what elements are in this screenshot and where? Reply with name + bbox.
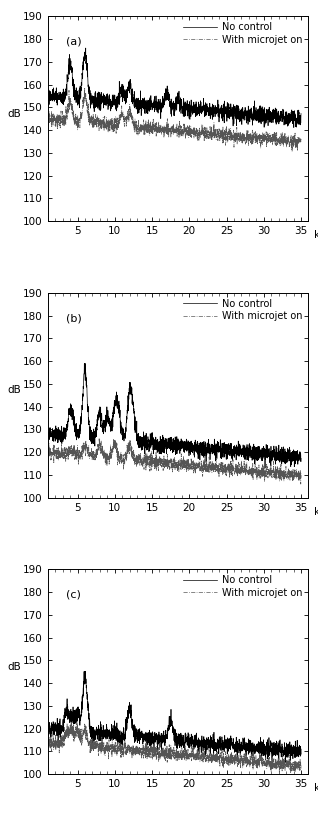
No control [83,667,86,676]
With microjet on [290,147,294,156]
No control [162,90,166,100]
Line: With microjet on: With microjet on [48,88,301,152]
No control [283,757,287,767]
No control [83,359,86,368]
With microjet on [299,479,303,489]
Line: No control: No control [48,672,301,762]
With microjet on [74,717,78,727]
No control [169,704,173,714]
Y-axis label: dB: dB [7,385,21,395]
No control [292,456,296,465]
With microjet on [292,472,296,482]
Text: (c): (c) [66,590,81,600]
With microjet on [299,473,303,482]
With microjet on [245,752,249,762]
Text: kHz: kHz [314,231,318,240]
With microjet on [162,126,166,135]
With microjet on [98,434,101,443]
With microjet on [59,119,63,129]
No control [84,43,88,53]
No control [59,728,63,738]
No control [169,109,173,119]
With microjet on [299,764,303,773]
No control [46,422,50,432]
No control [59,90,63,100]
With microjet on [59,448,63,458]
No control [299,453,303,463]
No control [292,122,296,132]
No control [59,437,63,447]
No control [46,724,50,734]
No control [245,111,249,121]
No control [299,108,303,118]
No control [245,746,249,756]
With microjet on [46,738,50,747]
Line: With microjet on: With microjet on [48,722,301,773]
With microjet on [292,472,295,482]
No control [46,85,50,95]
With microjet on [46,446,50,456]
With microjet on [46,115,50,125]
No control [263,463,267,473]
Y-axis label: dB: dB [7,108,21,119]
Line: With microjet on: With microjet on [48,438,301,484]
Legend: No control, With microjet on: No control, With microjet on [180,572,306,601]
With microjet on [169,460,173,469]
With microjet on [277,768,281,778]
With microjet on [169,122,173,132]
No control [292,447,296,457]
Text: kHz: kHz [314,783,318,794]
With microjet on [59,736,63,746]
Y-axis label: dB: dB [7,662,21,672]
With microjet on [245,466,249,476]
With microjet on [292,757,296,767]
With microjet on [162,751,166,761]
With microjet on [83,83,86,93]
No control [292,110,296,120]
No control [292,742,296,752]
No control [162,441,166,451]
With microjet on [245,130,249,139]
No control [299,749,303,759]
With microjet on [292,757,296,767]
No control [162,732,166,742]
With microjet on [162,458,166,468]
Text: kHz: kHz [314,507,318,517]
No control [292,119,295,129]
Line: No control: No control [48,48,301,127]
Text: (a): (a) [66,37,82,46]
Text: (b): (b) [66,313,82,324]
Legend: No control, With microjet on: No control, With microjet on [180,296,306,324]
With microjet on [299,134,303,144]
With microjet on [169,745,173,755]
No control [292,746,296,756]
With microjet on [292,140,296,150]
No control [169,440,173,450]
Legend: No control, With microjet on: No control, With microjet on [180,20,306,47]
With microjet on [292,135,296,145]
No control [245,448,249,458]
Line: No control: No control [48,363,301,468]
